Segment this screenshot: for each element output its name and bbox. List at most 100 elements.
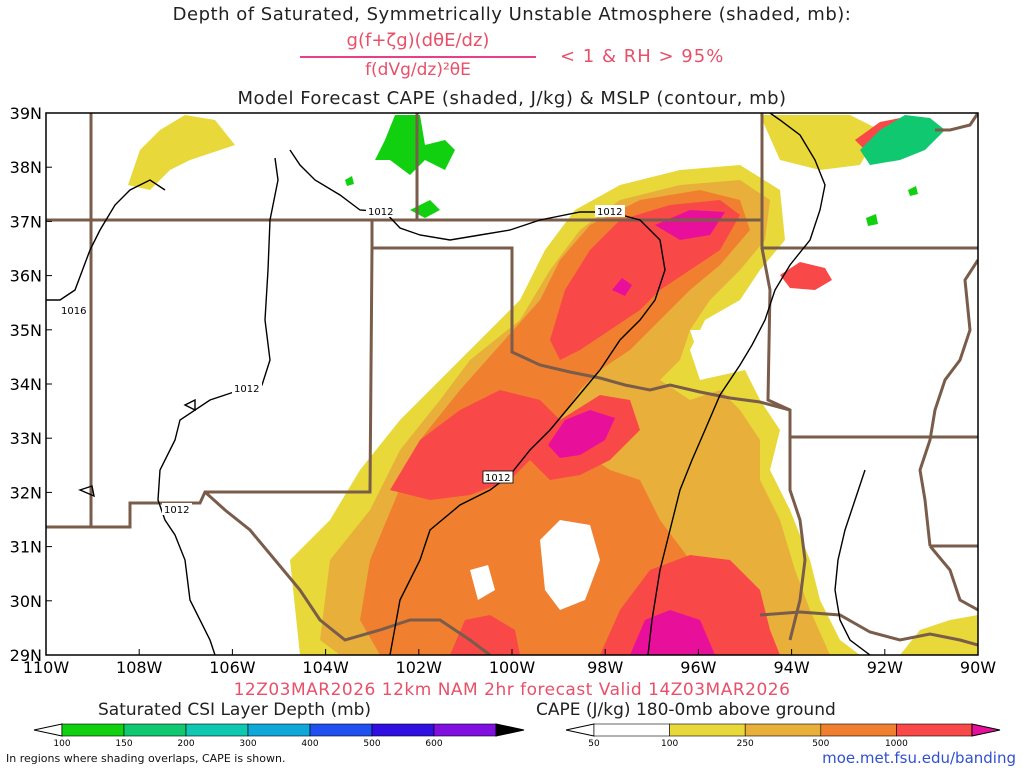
- cape-1000-region-ne: [655, 210, 725, 240]
- forecast-valid-time: 12Z03MAR2026 12km NAM 2hr forecast Valid…: [233, 680, 791, 700]
- latitude-axis: 39N 38N 37N 36N 35N 34N 33N 32N 31N 30N 29N: [10, 104, 52, 665]
- lat-tick-label: 29N: [10, 646, 42, 665]
- cape-colorbar-tick-label: 250: [737, 739, 754, 749]
- svg-text:1012: 1012: [368, 207, 393, 218]
- lon-tick-label: 98W: [587, 658, 623, 677]
- lat-tick-label: 31N: [10, 538, 42, 557]
- csi-colorbar-tick-label: 500: [363, 739, 380, 749]
- csi-colorbar-segment: [433, 723, 497, 737]
- lon-tick-label: 94W: [774, 658, 810, 677]
- svg-text:1016: 1016: [61, 306, 86, 317]
- lat-tick-label: 39N: [10, 104, 42, 123]
- cape-colorbar-tick-label: 50: [588, 739, 600, 749]
- state-borders: [46, 113, 978, 655]
- csi-colorbar-low-arrow: [33, 723, 63, 737]
- formula-numerator: g(f+ζg)(dθE/dz): [346, 30, 490, 51]
- svg-text:1012: 1012: [485, 473, 510, 484]
- isobar-labels: 1016 1012 1012 1012 1012 1012: [59, 205, 625, 516]
- lon-tick-label: 92W: [867, 658, 903, 677]
- lat-tick-label: 36N: [10, 267, 42, 286]
- csi-colorbar-segment: [61, 723, 125, 737]
- csi-colorbar-tick-label: 100: [53, 739, 70, 749]
- isobar-label: 1012: [232, 382, 262, 395]
- svg-text:1012: 1012: [164, 505, 189, 516]
- csi-region-3: [860, 115, 945, 165]
- csi-colorbar-tick-label: 600: [425, 739, 442, 749]
- isobar-label: 1012: [482, 470, 514, 484]
- cape-colorbar-tick-label: 1000: [885, 739, 908, 749]
- csi-colorbar-tick-label: 300: [239, 739, 256, 749]
- csi-colorbar-high-arrow: [495, 723, 525, 737]
- cape-colorbar-segment: [744, 723, 822, 737]
- footer-url[interactable]: moe.met.fsu.edu/banding: [822, 749, 1016, 767]
- gap-region-2: [470, 565, 495, 600]
- lon-tick-label: 106W: [209, 658, 256, 677]
- csi-region-1: [375, 115, 455, 175]
- lon-tick-label: 110W: [23, 658, 70, 677]
- cape-colorbar-tick-label: 100: [661, 739, 678, 749]
- svg-text:1012: 1012: [597, 207, 622, 218]
- weather-map: 1016 1012 1012 1012 1012 1012 39N38N37N3…: [10, 104, 997, 677]
- formula-condition: < 1 & RH > 95%: [560, 46, 725, 67]
- longitude-axis: 110W 108W 106W 104W 102W 100W 98W 96W 94W 92W 90W: [23, 649, 996, 677]
- isobar-label: 1012: [595, 205, 625, 218]
- csi-region-4: [345, 176, 354, 186]
- isobar-label: 1016: [59, 304, 89, 317]
- csi-colorbar-segment: [123, 723, 187, 737]
- chart-subtitle: Model Forecast CAPE (shaded, J/kg) & MSL…: [237, 88, 787, 109]
- lat-tick-label: 34N: [10, 375, 42, 394]
- cape-colorbar-segment: [593, 723, 670, 737]
- csi-region-5: [866, 214, 878, 226]
- cape-colorbar-tick-label: 500: [812, 739, 829, 749]
- isobar-label: 1012: [162, 503, 192, 516]
- lon-tick-label: 102W: [396, 658, 443, 677]
- lon-tick-label: 90W: [960, 658, 996, 677]
- cape-colorbar-title: CAPE (J/kg) 180-0mb above ground: [536, 700, 836, 720]
- cape-500-region-central: [390, 390, 560, 500]
- csi-colorbar-segment: [185, 723, 249, 737]
- cape-shading: [128, 115, 978, 655]
- footer-note: In regions where shading overlaps, CAPE …: [6, 752, 286, 765]
- cape-500-region-north: [550, 200, 740, 360]
- csi-colorbar-tick-label: 200: [177, 739, 194, 749]
- formula-denominator: f(dVg/dz)²θE: [365, 60, 471, 80]
- csi-colorbar-tick-label: 150: [115, 739, 132, 749]
- cape-250-region: [360, 190, 780, 655]
- csi-colorbar-segment: [309, 723, 373, 737]
- csi-region-6: [908, 186, 918, 196]
- cape-colorbar-low-arrow: [565, 723, 595, 737]
- csi-colorbar-segment: [371, 723, 435, 737]
- lon-tick-label: 104W: [302, 658, 349, 677]
- cape-50-region-nw: [128, 115, 235, 190]
- lat-tick-label: 37N: [10, 212, 42, 231]
- cape-colorbar: 50 100 250 500 1000: [565, 723, 1001, 749]
- gap-region-3: [690, 330, 730, 360]
- chart-title: Depth of Saturated, Symmetrically Unstab…: [172, 4, 852, 25]
- lat-tick-label: 33N: [10, 429, 42, 448]
- csi-colorbar-title: Saturated CSI Layer Depth (mb): [98, 700, 372, 720]
- lat-tick-label: 35N: [10, 321, 42, 340]
- lon-tick-label: 100W: [489, 658, 536, 677]
- csi-region-2: [410, 200, 440, 218]
- cape-1000-region-north: [612, 278, 632, 296]
- lon-tick-label: 96W: [680, 658, 716, 677]
- csi-colorbar-tick-label: 400: [301, 739, 318, 749]
- isobar-label: 1012: [366, 205, 396, 218]
- lon-tick-label: 108W: [116, 658, 163, 677]
- lat-tick-label: 30N: [10, 592, 42, 611]
- cape-1000-region: [548, 410, 615, 458]
- cape-500-region-ne: [780, 262, 832, 290]
- gap-region: [540, 520, 600, 610]
- cape-colorbar-segment: [820, 723, 897, 737]
- colorbars: 100 150 200 300 400 500 600 50 100 250 500 1000: [33, 723, 1001, 749]
- csi-colorbar-segment: [247, 723, 311, 737]
- svg-text:1012: 1012: [234, 384, 259, 395]
- cape-colorbar-high-arrow: [971, 723, 1001, 737]
- cape-colorbar-segment: [896, 723, 973, 737]
- cape-50-region-ne: [760, 115, 880, 170]
- cape-500-region-coast: [450, 615, 520, 655]
- csi-colorbar: 100 150 200 300 400 500 600: [33, 723, 525, 749]
- formula-fraction-bar: [300, 56, 536, 58]
- lat-tick-label: 32N: [10, 483, 42, 502]
- cape-colorbar-segment: [669, 723, 746, 737]
